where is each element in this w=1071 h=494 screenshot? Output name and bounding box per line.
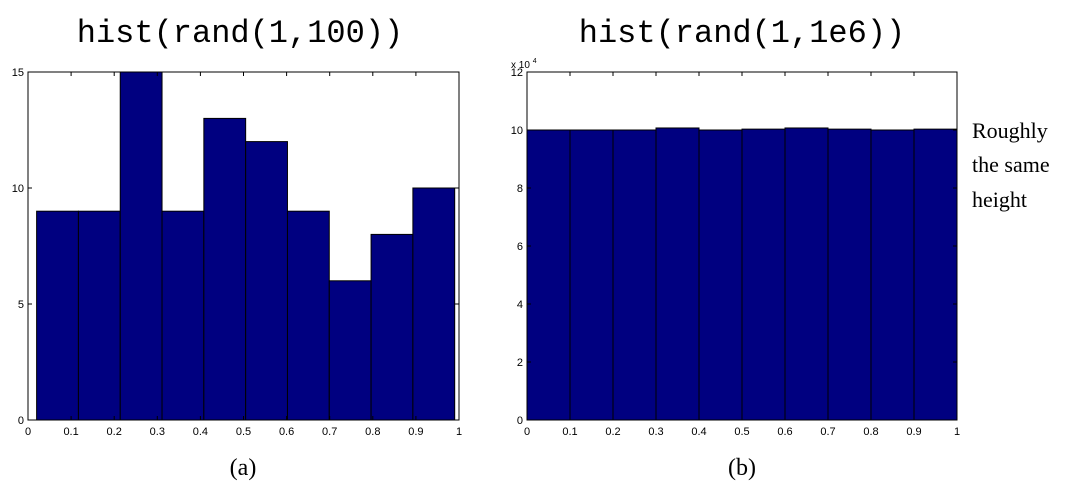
x-tick-label: 0.4 [193,426,208,438]
y-tick-label: 0 [517,415,523,427]
chart-b-annotation: Roughly the same height [972,118,1055,212]
chart-b-bar-4 [698,129,743,421]
chart-a-bar-0 [36,210,79,421]
chart-a-bar-2 [119,71,163,421]
chart-b-y-exponent-power: 4 [533,58,537,65]
chart-b-bar-6 [784,127,829,421]
y-tick-label: 10 [12,183,24,195]
chart-b-y-exponent: x 10 4 [511,58,537,71]
chart-b-bar-2 [612,129,657,421]
chart-b-y-ticks: 0 2 4 6 8 10 12 [511,67,957,427]
x-tick-label: 0.3 [648,426,663,438]
annotation-line-2: the same [972,152,1050,177]
chart-b-caption: (b) [728,455,756,481]
x-tick-label: 0.9 [408,426,423,438]
y-tick-label: 5 [18,299,24,311]
x-tick-label: 0.1 [562,426,577,438]
x-tick-label: 0.4 [691,426,706,438]
chart-a-bar-9 [412,187,456,421]
x-tick-label: 0.6 [279,426,294,438]
x-tick-label: 0.2 [605,426,620,438]
chart-a-caption: (a) [230,455,257,481]
chart-b-bar-9 [913,128,958,421]
x-tick-label: 0 [524,426,530,438]
x-tick-label: 0.7 [820,426,835,438]
x-tick-label: 0.8 [863,426,878,438]
chart-b-bar-1 [569,129,614,421]
x-tick-label: 0.9 [906,426,921,438]
annotation-line-1: Roughly [972,118,1048,143]
chart-a-bar-1 [77,210,121,421]
chart-a: hist(rand(1,100)) 0 0.1 0.2 0.3 0.4 0.5 0.6 0.7… [12,15,462,481]
chart-b-x-ticks: 0 0.1 0.2 0.3 0.4 0.5 0.6 0.7 0.8 0.9 1 [524,72,960,438]
chart-a-bar-6 [286,210,330,421]
x-tick-label: 0 [25,426,31,438]
chart-a-title: hist(rand(1,100)) [77,15,403,52]
x-tick-label: 1 [456,426,462,438]
x-tick-label: 0.6 [777,426,792,438]
y-tick-label: 8 [517,183,523,195]
chart-a-bar-5 [245,141,288,421]
chart-b-bar-7 [827,128,872,421]
chart-a-x-ticks: 0 0.1 0.2 0.3 0.4 0.5 0.6 0.7 0.8 0.9 1 [25,72,462,438]
chart-a-bar-4 [203,117,247,421]
chart-b-bar-0 [526,129,571,421]
y-tick-label: 6 [517,241,523,253]
x-tick-label: 0.8 [365,426,380,438]
x-tick-label: 1 [954,426,960,438]
x-tick-label: 0.1 [63,426,78,438]
y-tick-label: 0 [18,415,24,427]
chart-b-bar-5 [741,128,786,421]
chart-a-y-ticks: 0 5 10 15 [12,67,459,427]
x-tick-label: 0.5 [734,426,749,438]
chart-a-bar-7 [328,280,372,421]
chart-b: hist(rand(1,1e6)) 0 0.1 0.2 0.3 0.4 0.5 0.6 0.7… [511,15,1055,481]
chart-a-bar-8 [370,233,414,421]
y-tick-label: 4 [517,299,523,311]
chart-a-bar-3 [161,210,205,421]
x-tick-label: 0.2 [107,426,122,438]
x-tick-label: 0.5 [236,426,251,438]
chart-b-y-exponent-base: x 10 [511,60,530,71]
x-tick-label: 0.7 [322,426,337,438]
y-tick-label: 15 [12,67,24,79]
chart-b-bar-8 [870,129,915,421]
x-tick-label: 0.3 [150,426,165,438]
annotation-line-3: height [972,187,1027,212]
y-tick-label: 12 [511,67,523,79]
chart-a-bars [36,71,456,421]
chart-b-bar-3 [655,127,700,421]
chart-b-bars [526,127,958,421]
chart-b-title: hist(rand(1,1e6)) [579,15,905,52]
y-tick-label: 10 [511,125,523,137]
y-tick-label: 2 [517,357,523,369]
